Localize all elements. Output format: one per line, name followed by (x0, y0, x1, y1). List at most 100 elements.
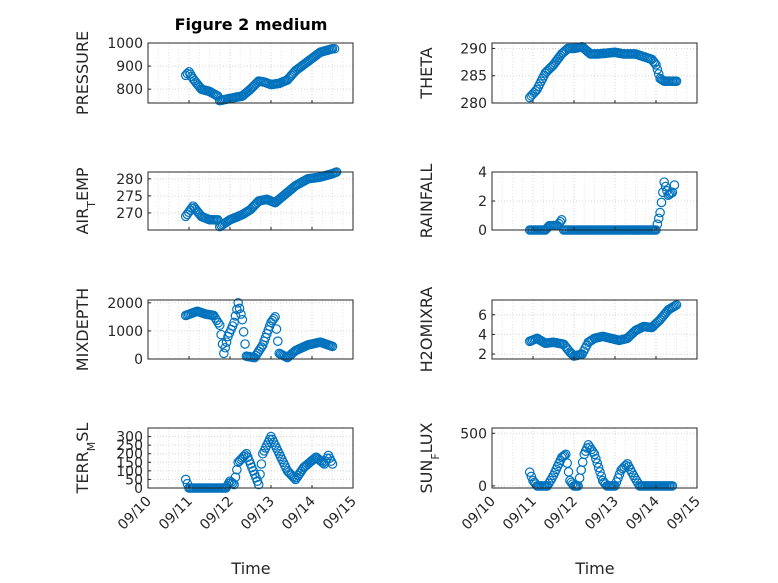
y-tick-label: 280 (460, 96, 487, 112)
axes-frame (491, 42, 698, 104)
y-axis-label: THETA (417, 47, 436, 99)
y-tick-label: 1000 (107, 324, 143, 340)
data-point (556, 215, 567, 225)
data-point (238, 327, 249, 337)
x-axis-label-right: Time (574, 559, 614, 578)
axes-frame (147, 299, 354, 360)
y-tick-label: 500 (460, 426, 487, 442)
y-tick-label: 800 (116, 82, 143, 98)
data-point (668, 301, 679, 312)
plot-area (148, 300, 353, 359)
data-point (667, 481, 678, 491)
data-point (229, 479, 239, 490)
y-axis-label: PRESSURE (73, 31, 92, 115)
data-point (268, 313, 279, 324)
data-point (524, 467, 535, 478)
data-point (208, 310, 219, 321)
axes-frame (491, 299, 698, 360)
data-point (653, 213, 664, 224)
x-tick-label: 09/14 (279, 493, 319, 533)
data-point (628, 470, 639, 481)
data-point (233, 298, 243, 308)
y-tick-label: 100 (116, 464, 143, 480)
data-point (327, 341, 338, 352)
data-point (221, 337, 232, 347)
data-point (669, 180, 680, 190)
data-point (583, 440, 594, 450)
x-tick-label: 09/12 (197, 494, 237, 534)
y-tick-label: 270 (116, 206, 143, 222)
data-point (589, 449, 600, 460)
data-point (586, 444, 597, 455)
subplot-mixdepth: 0 1000 2000 MIXDEPTH (73, 288, 354, 371)
data-point (234, 303, 245, 314)
axes-frame (147, 171, 354, 231)
data-point (184, 67, 194, 77)
data-point (619, 462, 630, 472)
y-axis-label: TERRMSL (73, 423, 98, 495)
data-point (591, 453, 601, 464)
data-point (256, 459, 267, 469)
x-tick-label: 09/10 (459, 494, 499, 534)
data-point (316, 456, 327, 467)
data-point (219, 348, 229, 359)
y-tick-label: 0 (478, 223, 487, 239)
subplot-h2omixra: 2 4 6 H2OMIXRA (417, 287, 698, 373)
y-tick-label: 250 (116, 438, 143, 454)
subplot-rainfall: 0 2 4 RAINFALL (417, 164, 698, 239)
data-point (256, 342, 267, 352)
y-tick-label: 300 (116, 430, 143, 446)
data-point (592, 458, 603, 468)
data-point (211, 315, 222, 326)
x-tick-label: 09/12 (541, 494, 581, 534)
y-axis-label: H2OMIXRA (417, 287, 436, 373)
axes-frame (491, 427, 698, 489)
data-point (585, 442, 595, 453)
data-point (271, 324, 282, 334)
data-point (220, 342, 231, 353)
y-tick-label: 6 (478, 308, 487, 324)
data-point (210, 89, 220, 100)
y-tick-label: 0 (134, 352, 143, 368)
data-point (660, 181, 671, 192)
y-tick-label: 280 (116, 172, 143, 188)
y-tick-label: 2 (478, 347, 487, 363)
y-axis-label: RAINFALL (417, 164, 436, 239)
y-tick-label: 0 (134, 481, 143, 497)
subplot-pressure: 800 900 1000 PRESSURE (73, 31, 354, 115)
data-point (671, 300, 682, 310)
data-point (180, 474, 191, 485)
data-point (230, 472, 241, 482)
y-tick-label: 50 (125, 472, 143, 488)
data-point (273, 336, 283, 347)
y-tick-label: 150 (116, 455, 143, 471)
data-point (667, 187, 678, 198)
data-point (630, 473, 640, 483)
subplot-theta: 280 285 290 THETA (417, 41, 698, 112)
data-point (253, 479, 264, 490)
data-point (270, 312, 280, 322)
y-tick-label: 4 (478, 165, 487, 181)
data-point (213, 318, 224, 328)
data-point (656, 197, 667, 208)
subplot-sun-flux: 0 500 09/10 09/11 09/12 09/13 09/14 09/15 SUNFLU… (417, 422, 704, 533)
axes-frame (147, 427, 354, 489)
data-point (655, 207, 665, 218)
y-axis-label: SUNFLUX (417, 422, 442, 493)
data-point (526, 471, 537, 482)
data-point (236, 309, 246, 319)
data-point (651, 60, 661, 70)
data-point (327, 459, 338, 469)
data-point (652, 219, 663, 229)
data-point (596, 471, 607, 482)
data-point (547, 473, 557, 483)
data-point (542, 481, 553, 491)
data-point (214, 320, 225, 331)
data-point (255, 469, 265, 480)
y-tick-label: 0 (478, 479, 487, 495)
data-point (211, 90, 222, 101)
